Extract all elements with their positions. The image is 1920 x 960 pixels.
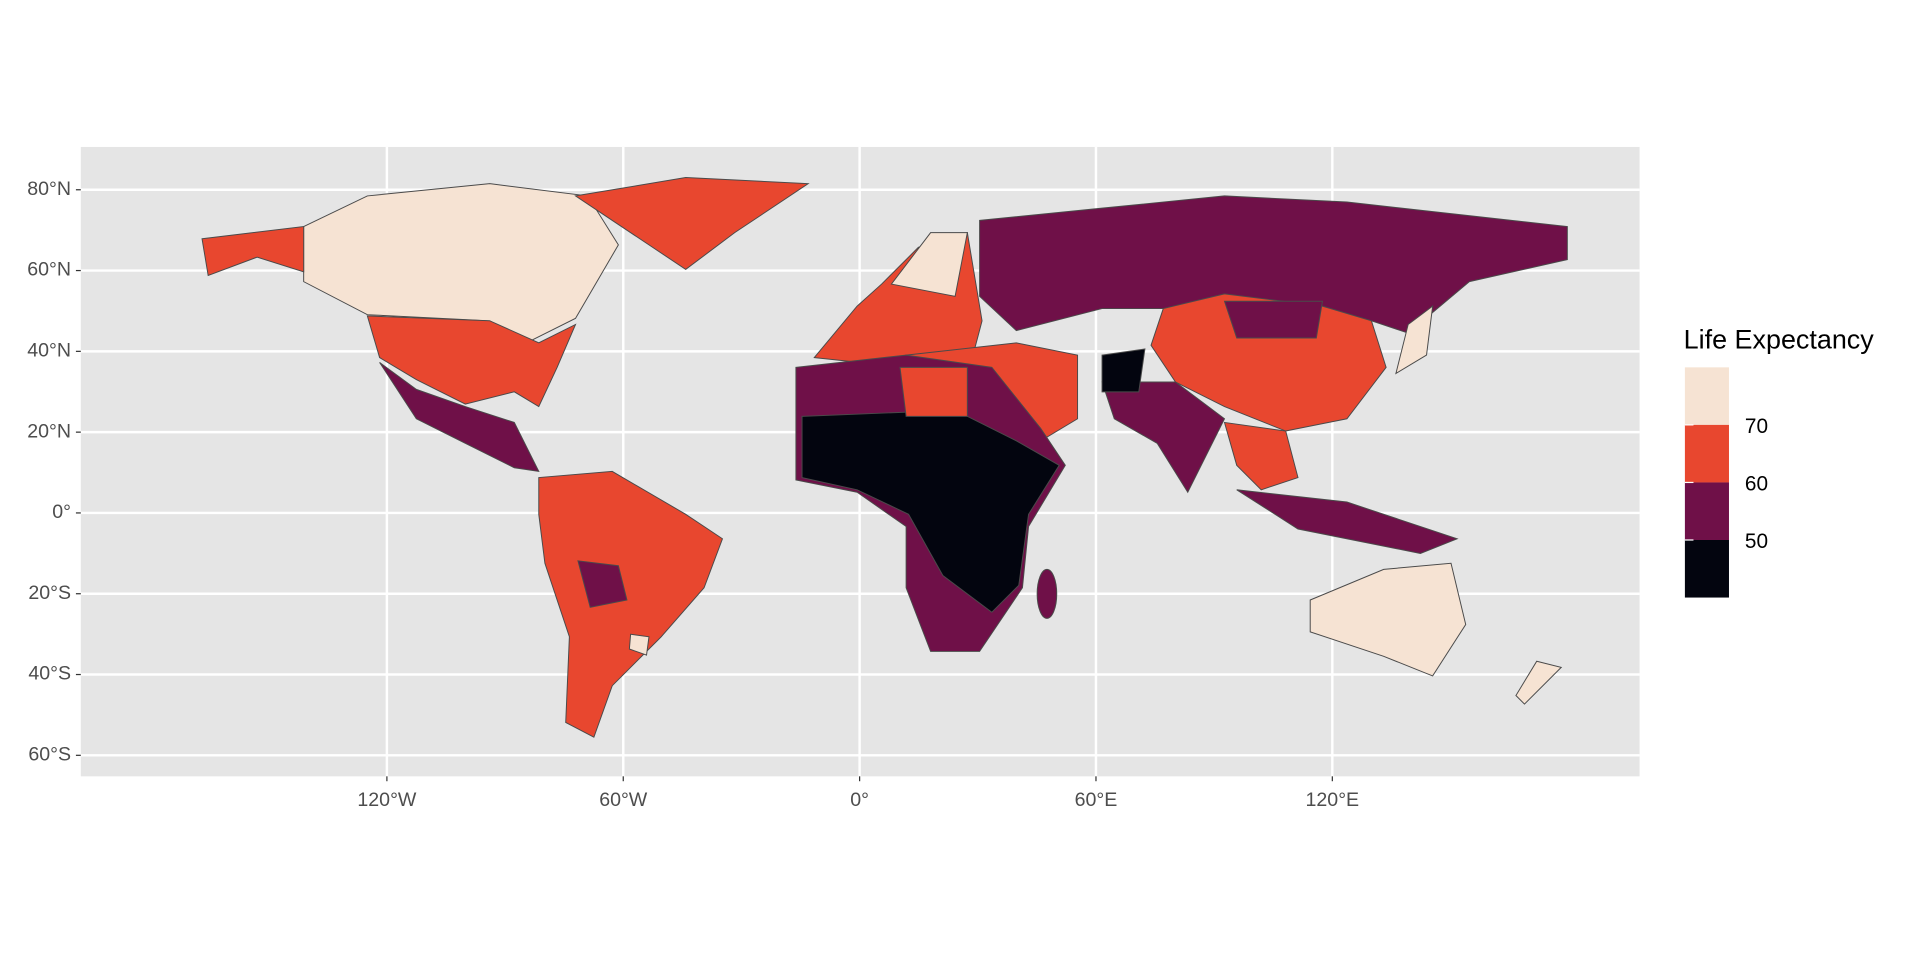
legend-key bbox=[1684, 367, 1729, 425]
legend: 70 60 50 bbox=[1684, 367, 1768, 598]
legend-label: 70 bbox=[1745, 415, 1768, 438]
legend-key bbox=[1684, 424, 1729, 483]
alaska bbox=[201, 225, 305, 277]
new-zealand bbox=[1515, 660, 1563, 705]
madagascar bbox=[1036, 568, 1058, 619]
australia bbox=[1309, 562, 1467, 677]
usa bbox=[366, 315, 577, 408]
y-tick-label: 80°N bbox=[27, 178, 71, 200]
legend-key bbox=[1684, 540, 1729, 598]
bolivia bbox=[577, 560, 628, 608]
x-tick-label: 0° bbox=[850, 789, 869, 811]
russia bbox=[979, 195, 1568, 334]
japan bbox=[1395, 305, 1434, 375]
x-tick-label: 120°E bbox=[1306, 789, 1360, 811]
libya bbox=[899, 366, 968, 417]
legend-key bbox=[1684, 482, 1729, 540]
uruguay bbox=[628, 633, 650, 656]
mongolia bbox=[1223, 300, 1324, 339]
y-tick-label: 40°N bbox=[27, 340, 71, 362]
central-america bbox=[379, 362, 540, 473]
greenland bbox=[574, 177, 810, 270]
y-tick-label: 20°N bbox=[27, 420, 71, 442]
legend-label: 60 bbox=[1745, 472, 1768, 495]
land bbox=[201, 177, 1568, 738]
x-tick-label: 60°E bbox=[1075, 789, 1118, 811]
legend-title: Life Expectancy bbox=[1684, 325, 1875, 355]
india bbox=[1101, 381, 1226, 494]
y-tick-label: 60°N bbox=[27, 259, 71, 281]
indonesia bbox=[1236, 489, 1459, 554]
y-tick-label: 60°S bbox=[28, 743, 71, 765]
axes: 120°W 60°W 0° 60°E 120°E 80°N 60°N 40°N 20°N 0° 20… bbox=[27, 178, 1359, 811]
southeast-asia bbox=[1223, 421, 1299, 491]
x-tick-label: 60°W bbox=[599, 789, 648, 811]
sub-saharan-africa bbox=[801, 409, 1060, 613]
canada bbox=[303, 183, 619, 344]
legend-label: 50 bbox=[1745, 530, 1768, 553]
y-tick-label: 0° bbox=[52, 501, 71, 523]
y-tick-label: 20°S bbox=[28, 582, 71, 604]
y-tick-label: 40°S bbox=[28, 663, 71, 685]
afghanistan bbox=[1101, 348, 1146, 393]
x-tick-label: 120°W bbox=[357, 789, 416, 811]
south-america bbox=[538, 470, 724, 738]
scandinavia bbox=[890, 232, 968, 297]
